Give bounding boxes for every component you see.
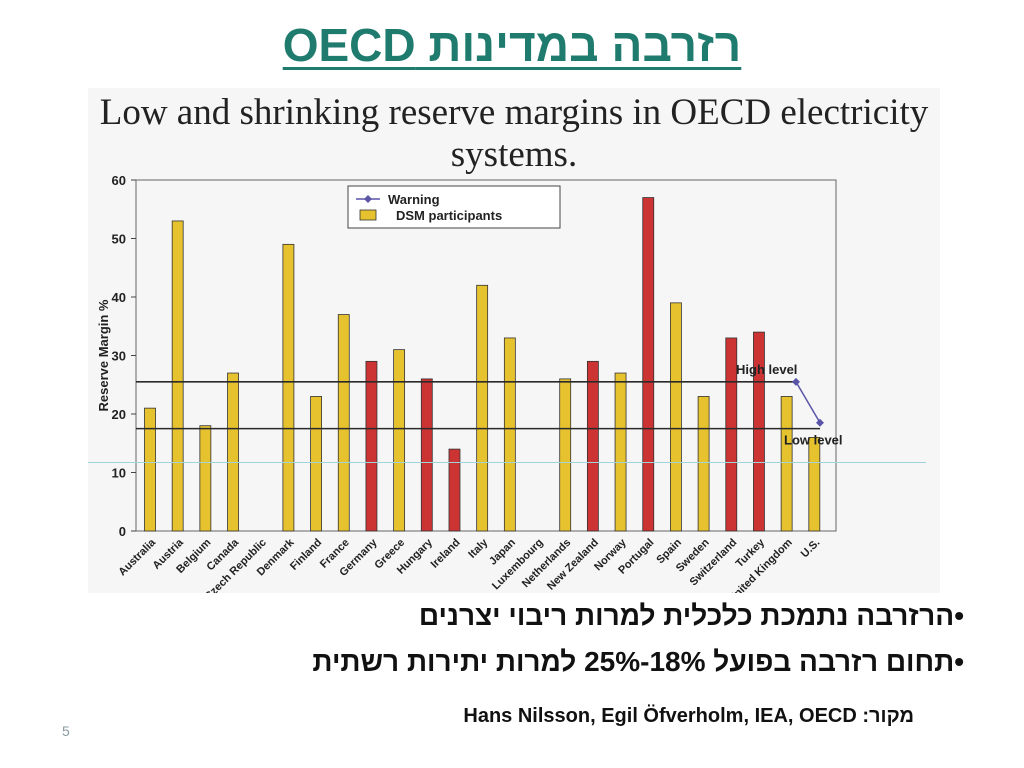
bar-italy bbox=[476, 284, 489, 532]
bar-ireland bbox=[448, 448, 461, 532]
legend-dsm-swatch bbox=[359, 209, 377, 221]
legend-warning-marker bbox=[364, 195, 372, 203]
bar-japan bbox=[503, 337, 516, 532]
bar-denmark bbox=[282, 243, 295, 532]
y-tick-label: 0 bbox=[119, 524, 126, 539]
bar-australia bbox=[144, 407, 156, 532]
x-tick-label: U.S. bbox=[799, 537, 823, 561]
legend-warning-label: Warning bbox=[388, 192, 440, 207]
x-tick-label: Ireland bbox=[429, 537, 463, 571]
page-number: 5 bbox=[62, 723, 70, 739]
bar-portugal bbox=[642, 197, 655, 532]
bar-turkey bbox=[753, 331, 765, 532]
x-tick-label: Italy bbox=[466, 536, 491, 561]
bar-sweden bbox=[697, 396, 710, 532]
chart-image: Low and shrinking reserve margins in OEC… bbox=[88, 88, 940, 593]
y-tick-label: 30 bbox=[112, 349, 126, 364]
slide-title: רזרבה במדינות OECD bbox=[282, 19, 742, 71]
bar-hungary bbox=[420, 378, 433, 532]
bar-united-kingdom bbox=[780, 396, 793, 532]
chart-title: Low and shrinking reserve margins in OEC… bbox=[99, 92, 929, 175]
bar-finland bbox=[310, 396, 322, 532]
warning-marker bbox=[816, 418, 824, 427]
y-tick-label: 10 bbox=[112, 466, 126, 481]
x-tick-label: Finland bbox=[288, 537, 324, 573]
bar-france bbox=[337, 314, 350, 532]
x-tick-label: Australia bbox=[116, 536, 158, 578]
y-tick-label: 50 bbox=[112, 232, 126, 247]
bar-germany bbox=[365, 360, 378, 532]
y-tick-label: 20 bbox=[112, 407, 126, 422]
y-axis-label: Reserve Margin % bbox=[96, 299, 111, 411]
legend-dsm-label: DSM participants bbox=[396, 208, 502, 223]
bullet-2: •תחום רזרבה בפועל 18%-25% למרות יתירות ר… bbox=[312, 646, 964, 677]
bar-spain bbox=[670, 302, 682, 532]
bar-norway bbox=[614, 372, 627, 532]
bar-greece bbox=[393, 349, 406, 532]
bar-canada bbox=[227, 372, 239, 532]
bar-austria bbox=[171, 220, 184, 532]
y-tick-label: 40 bbox=[112, 290, 126, 305]
bar-switzerland bbox=[725, 337, 738, 532]
legend-box bbox=[347, 185, 561, 229]
bar-netherlands bbox=[559, 378, 572, 532]
source-citation: מקור: Hans Nilsson, Egil Öfverholm, IEA,… bbox=[463, 705, 914, 727]
bar-u-s- bbox=[808, 436, 821, 532]
y-tick-label: 60 bbox=[112, 173, 126, 188]
warning-line bbox=[795, 381, 821, 424]
warning-marker bbox=[792, 377, 800, 386]
bullet-1: •הרזרבה נתמכת כלכלית למרות ריבוי יצרנים bbox=[418, 600, 964, 631]
bar-belgium bbox=[199, 425, 212, 532]
low-level-label: Low level bbox=[784, 433, 843, 448]
divider-line bbox=[88, 462, 926, 463]
bar-new-zealand bbox=[586, 360, 599, 532]
high-level-label: High level bbox=[736, 362, 797, 377]
